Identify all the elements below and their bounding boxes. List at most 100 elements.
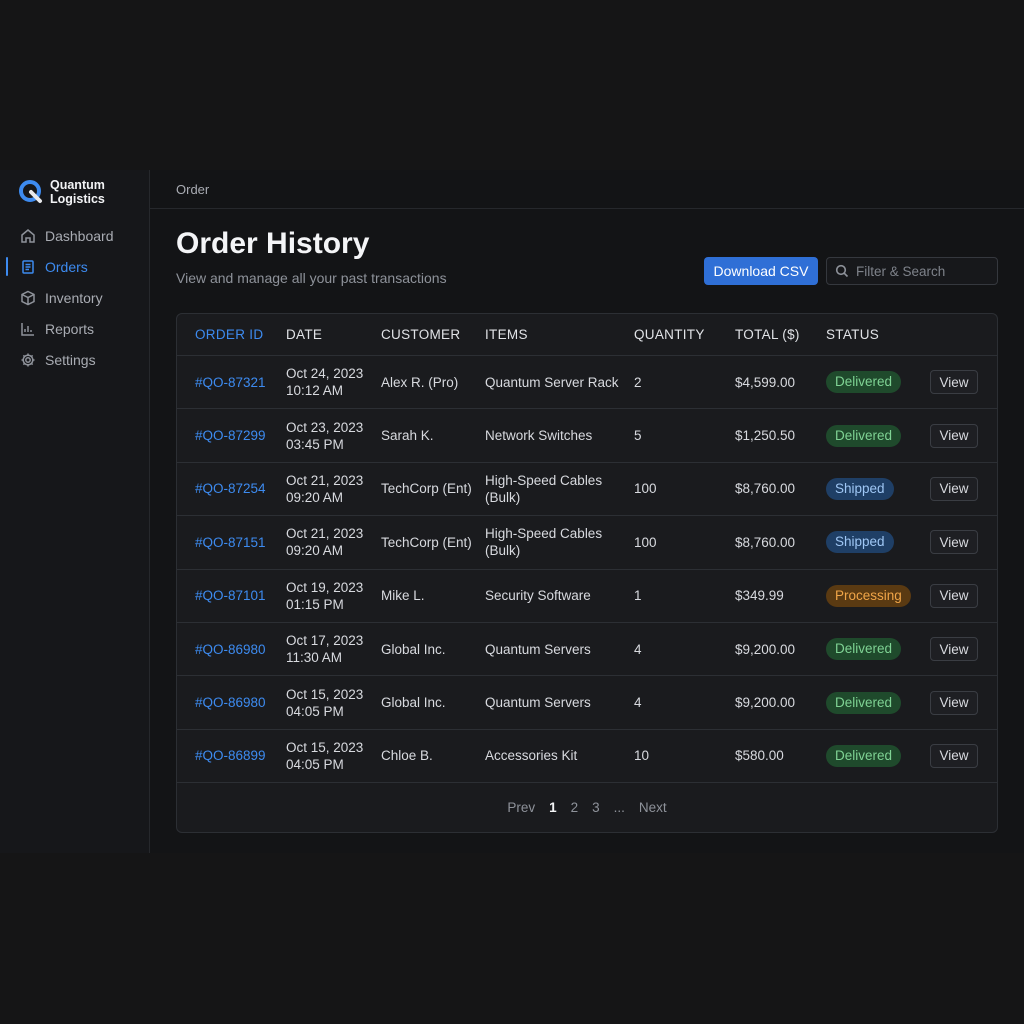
order-total: $8,760.00: [735, 481, 796, 497]
breadcrumb-current[interactable]: Order: [176, 181, 210, 197]
order-items: Quantum Server Rack: [485, 374, 619, 390]
order-date: Oct 15, 2023 04:05 PM: [286, 686, 381, 720]
status-badge: Shipped: [826, 477, 894, 500]
sidebar-item-label: Orders: [45, 258, 88, 275]
order-quantity: 10: [634, 748, 650, 764]
pagination-prev[interactable]: Prev: [507, 799, 536, 815]
order-date-time: 04:05 PM: [286, 756, 344, 772]
bar-chart-icon: [21, 322, 34, 336]
order-date: Oct 17, 2023 11:30 AM: [286, 632, 381, 666]
view-order-button[interactable]: View: [930, 530, 978, 555]
search-icon: [835, 264, 849, 278]
status-badge: Delivered: [826, 744, 902, 767]
view-order-button[interactable]: View: [930, 370, 978, 395]
order-id-link[interactable]: #QO-87299: [195, 428, 266, 444]
order-id-link[interactable]: #QO-86899: [195, 748, 266, 764]
order-date-time: 09:20 AM: [286, 543, 344, 559]
table-row: #QO-86980 Oct 15, 2023 04:05 PM Global Inc.…: [177, 676, 997, 730]
column-header-status[interactable]: STATUS: [826, 327, 880, 342]
order-date-day: Oct 24, 2023: [286, 366, 364, 382]
order-id-link[interactable]: #QO-87254: [195, 481, 266, 497]
table-row: #QO-87254 Oct 21, 2023 09:20 AM TechCorp (E…: [177, 463, 997, 517]
order-customer: Mike L.: [381, 588, 425, 604]
order-date-day: Oct 21, 2023: [286, 526, 364, 542]
order-date-day: Oct 19, 2023: [286, 579, 364, 595]
order-items: High-Speed Cables (Bulk): [485, 472, 603, 505]
app-window: Quantum Logistics Dashboard Orders Inven…: [0, 170, 1024, 853]
view-order-button[interactable]: View: [930, 743, 978, 768]
sidebar-item-label: Reports: [45, 320, 95, 337]
order-customer: Alex R. (Pro): [381, 374, 459, 390]
order-date: Oct 21, 2023 09:20 AM: [286, 525, 381, 559]
download-csv-button[interactable]: Download CSV: [704, 257, 818, 285]
breadcrumb: Order: [150, 170, 1024, 209]
order-customer: Sarah K.: [381, 428, 434, 444]
main-content: Order Order History View and manage all …: [150, 170, 1024, 853]
order-customer: Global Inc.: [381, 641, 446, 657]
pagination-ellipsis: ...: [613, 799, 625, 815]
order-date: Oct 21, 2023 09:20 AM: [286, 472, 381, 506]
sidebar-item-reports[interactable]: Reports: [0, 313, 150, 344]
column-header-order-id[interactable]: ORDER ID: [195, 327, 264, 342]
sidebar: Quantum Logistics Dashboard Orders Inven…: [0, 170, 150, 853]
order-date-day: Oct 23, 2023: [286, 419, 364, 435]
pagination-page-2[interactable]: 2: [570, 799, 579, 815]
order-items: Quantum Servers: [485, 695, 591, 711]
order-quantity: 1: [634, 588, 642, 604]
order-date-time: 04:05 PM: [286, 703, 344, 719]
sidebar-item-dashboard[interactable]: Dashboard: [0, 220, 150, 251]
pagination-page-3[interactable]: 3: [592, 799, 600, 815]
search-box[interactable]: [826, 257, 998, 285]
pagination-page-1[interactable]: 1: [549, 799, 557, 815]
order-items: High-Speed Cables (Bulk): [485, 526, 603, 559]
orders-table: ORDER ID DATE CUSTOMER ITEMS QUANTITY TO…: [176, 313, 998, 833]
column-header-total[interactable]: TOTAL ($): [735, 327, 800, 342]
gear-icon: [21, 353, 35, 366]
view-order-button[interactable]: View: [930, 583, 978, 608]
search-input[interactable]: [856, 263, 996, 279]
order-customer: TechCorp (Ent): [381, 534, 472, 550]
brand-name-line2: Logistics: [50, 192, 105, 206]
sidebar-item-label: Dashboard: [45, 227, 114, 244]
view-order-button[interactable]: View: [930, 423, 978, 448]
order-total: $8,760.00: [735, 534, 796, 550]
order-items: Quantum Servers: [485, 641, 591, 657]
box-icon: [21, 290, 35, 305]
column-header-customer[interactable]: CUSTOMER: [381, 327, 461, 342]
order-items: Accessories Kit: [485, 748, 578, 764]
order-date: Oct 19, 2023 01:15 PM: [286, 579, 381, 613]
table-row: #QO-87321 Oct 24, 2023 10:12 AM Alex R. (Pr…: [177, 356, 997, 410]
quantum-logo-icon: [19, 180, 42, 203]
order-id-link[interactable]: #QO-87321: [195, 374, 266, 390]
column-header-items[interactable]: ITEMS: [485, 327, 528, 342]
order-date-time: 11:30 AM: [286, 650, 343, 666]
pagination-next[interactable]: Next: [638, 799, 667, 815]
status-badge: Processing: [826, 584, 911, 607]
status-badge: Delivered: [826, 691, 902, 714]
order-id-link[interactable]: #QO-86980: [195, 641, 266, 657]
order-date-day: Oct 17, 2023: [286, 633, 364, 649]
sidebar-item-orders[interactable]: Orders: [0, 251, 150, 282]
order-quantity: 4: [634, 695, 642, 711]
status-badge: Delivered: [826, 371, 902, 394]
table-row: #QO-87299 Oct 23, 2023 03:45 PM Sarah K. Net…: [177, 409, 997, 463]
column-header-date[interactable]: DATE: [286, 327, 323, 342]
order-total: $1,250.50: [735, 428, 796, 444]
order-id-link[interactable]: #QO-87101: [195, 588, 266, 604]
view-order-button[interactable]: View: [930, 690, 978, 715]
order-id-link[interactable]: #QO-86980: [195, 695, 266, 711]
order-total: $9,200.00: [735, 695, 796, 711]
order-total: $349.99: [735, 588, 784, 604]
order-date-time: 01:15 PM: [286, 596, 344, 612]
table-row: #QO-86980 Oct 17, 2023 11:30 AM Global Inc.…: [177, 623, 997, 677]
order-quantity: 2: [634, 374, 642, 390]
brand-name: Quantum Logistics: [50, 178, 105, 206]
view-order-button[interactable]: View: [930, 476, 978, 501]
sidebar-item-settings[interactable]: Settings: [0, 344, 150, 375]
column-header-quantity[interactable]: QUANTITY: [634, 327, 705, 342]
sidebar-item-inventory[interactable]: Inventory: [0, 282, 150, 313]
order-total: $9,200.00: [735, 641, 796, 657]
order-id-link[interactable]: #QO-87151: [195, 534, 266, 550]
view-order-button[interactable]: View: [930, 637, 978, 662]
brand: Quantum Logistics: [18, 178, 105, 206]
